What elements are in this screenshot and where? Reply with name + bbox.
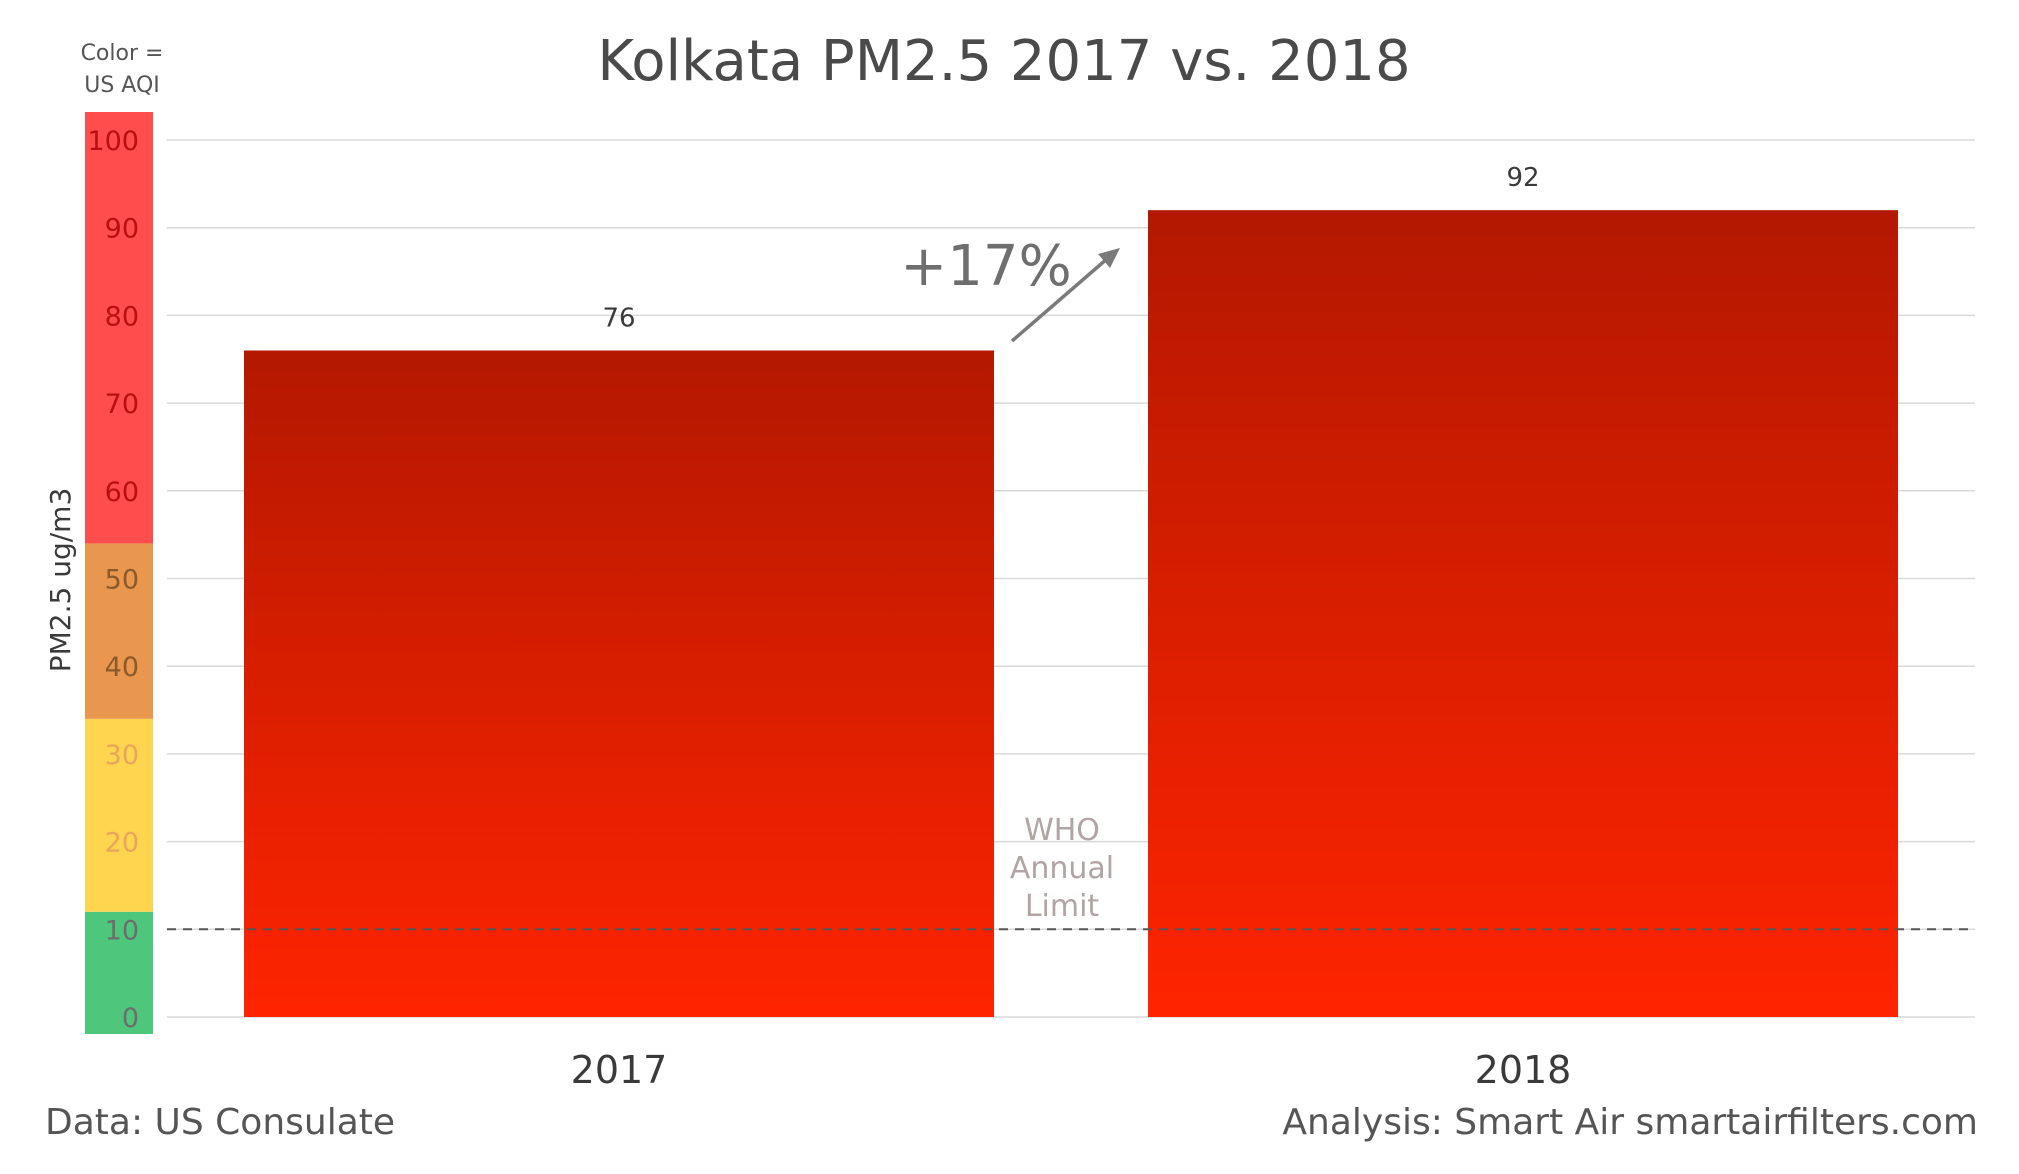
aqi-legend-label-line1: Color = — [81, 41, 164, 66]
x-tick-label: 2017 — [571, 1048, 668, 1092]
y-tick-label: 70 — [105, 389, 139, 420]
x-axis-labels: 2017 2018 — [571, 1048, 1572, 1092]
y-tick-label: 60 — [105, 477, 139, 508]
y-tick-label: 20 — [105, 828, 139, 859]
y-axis-label: PM2.5 ug/m3 — [44, 488, 77, 673]
bar-value-label: 92 — [1506, 163, 1539, 193]
who-label-line2: Annual — [1010, 851, 1114, 886]
change-arrow-icon — [1010, 248, 1120, 343]
bar-2017 — [244, 350, 994, 1018]
bar-2018 — [1148, 210, 1898, 1017]
who-label-line1: WHO — [1024, 813, 1100, 848]
bars — [244, 210, 1898, 1018]
y-tick-label: 10 — [105, 915, 139, 946]
y-tick-label: 30 — [105, 740, 139, 771]
aqi-band — [85, 911, 153, 1034]
aqi-color-scale — [85, 112, 153, 1034]
aqi-band — [85, 112, 153, 544]
aqi-band — [85, 543, 153, 719]
y-tick-label: 90 — [105, 214, 139, 245]
footer-analysis: Analysis: Smart Air smartairfilters.com — [1282, 1102, 1978, 1143]
bar-value-labels: 76 92 — [602, 163, 1539, 333]
y-tick-label: 0 — [122, 1003, 139, 1034]
y-axis-ticks: 0 10 20 30 40 50 60 70 80 90 100 — [87, 126, 139, 1034]
aqi-band — [85, 718, 153, 912]
aqi-legend-label-line2: US AQI — [84, 73, 160, 98]
y-tick-label: 40 — [105, 652, 139, 683]
who-label-line3: Limit — [1025, 889, 1100, 924]
change-annotation: +17% — [900, 234, 1071, 299]
x-tick-label: 2018 — [1475, 1048, 1572, 1092]
y-tick-label: 50 — [105, 565, 139, 596]
y-tick-label: 80 — [105, 301, 139, 332]
footer-source: Data: US Consulate — [45, 1102, 395, 1143]
chart-title: Kolkata PM2.5 2017 vs. 2018 — [597, 29, 1410, 94]
bar-value-label: 76 — [602, 303, 635, 333]
y-tick-label: 100 — [87, 126, 139, 157]
